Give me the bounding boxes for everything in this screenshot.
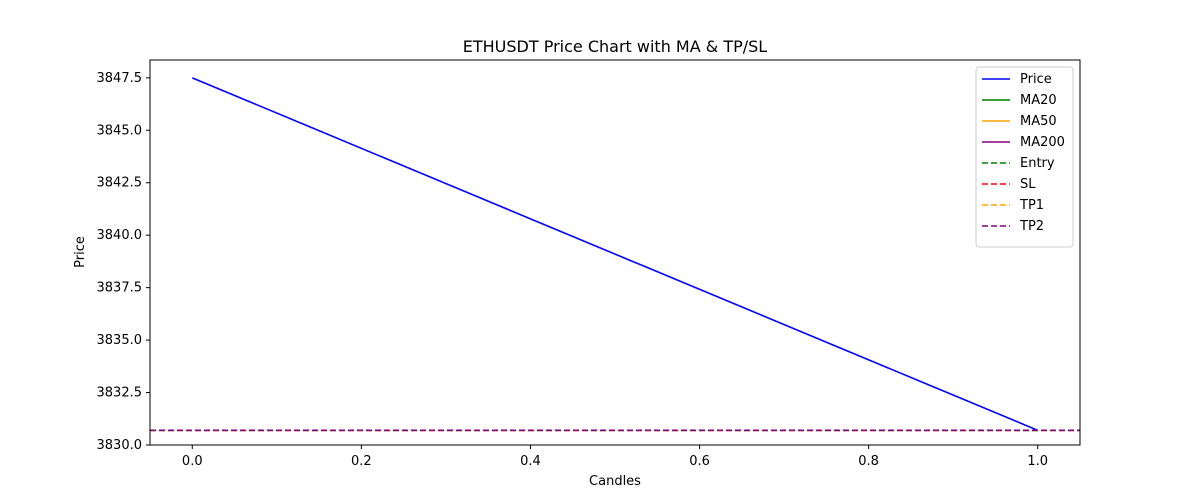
plot-area <box>149 59 1081 446</box>
legend-label-price: Price <box>1020 72 1052 87</box>
legend-box <box>975 66 1074 248</box>
chart-legend: Price MA20 MA50 MA200 Entry SL TP1 TP2 <box>975 66 1074 248</box>
x-tick-label: 0.0 <box>182 454 203 469</box>
x-tick-label: 0.4 <box>520 454 541 469</box>
y-axis: 3830.0 3832.5 3835.0 3837.5 3840.0 3842.5 3845… <box>97 71 150 453</box>
y-tick-label: 3842.5 <box>97 176 143 191</box>
legend-label-tp2: TP2 <box>1019 219 1044 234</box>
series-layer <box>150 77 1080 432</box>
x-tick-label: 1.0 <box>1027 454 1048 469</box>
y-tick-label: 3835.0 <box>97 333 143 348</box>
legend-label-ma50: MA50 <box>1020 114 1057 129</box>
y-axis-label: Price <box>73 236 88 268</box>
x-axis: 0.0 0.2 0.4 0.6 0.8 1.0 <box>182 445 1048 469</box>
x-tick-label: 0.6 <box>689 454 710 469</box>
legend-label-ma20: MA20 <box>1020 93 1057 108</box>
y-tick-label: 3830.0 <box>97 438 143 453</box>
plot-frame <box>149 59 1081 446</box>
y-tick-label: 3840.0 <box>97 228 143 243</box>
legend-label-sl: SL <box>1020 177 1036 192</box>
legend-label-ma200: MA200 <box>1020 135 1065 150</box>
y-tick-label: 3847.5 <box>97 71 143 86</box>
legend-label-entry: Entry <box>1020 156 1055 171</box>
legend-label-tp1: TP1 <box>1019 198 1044 213</box>
y-tick-label: 3832.5 <box>97 386 143 401</box>
y-tick-label: 3837.5 <box>97 281 143 296</box>
y-tick-label: 3845.0 <box>97 123 143 138</box>
chart-title: ETHUSDT Price Chart with MA & TP/SL <box>463 37 768 56</box>
x-tick-label: 0.8 <box>858 454 879 469</box>
x-tick-label: 0.2 <box>351 454 372 469</box>
series-line-price <box>191 77 1039 432</box>
x-axis-label: Candles <box>589 474 641 489</box>
